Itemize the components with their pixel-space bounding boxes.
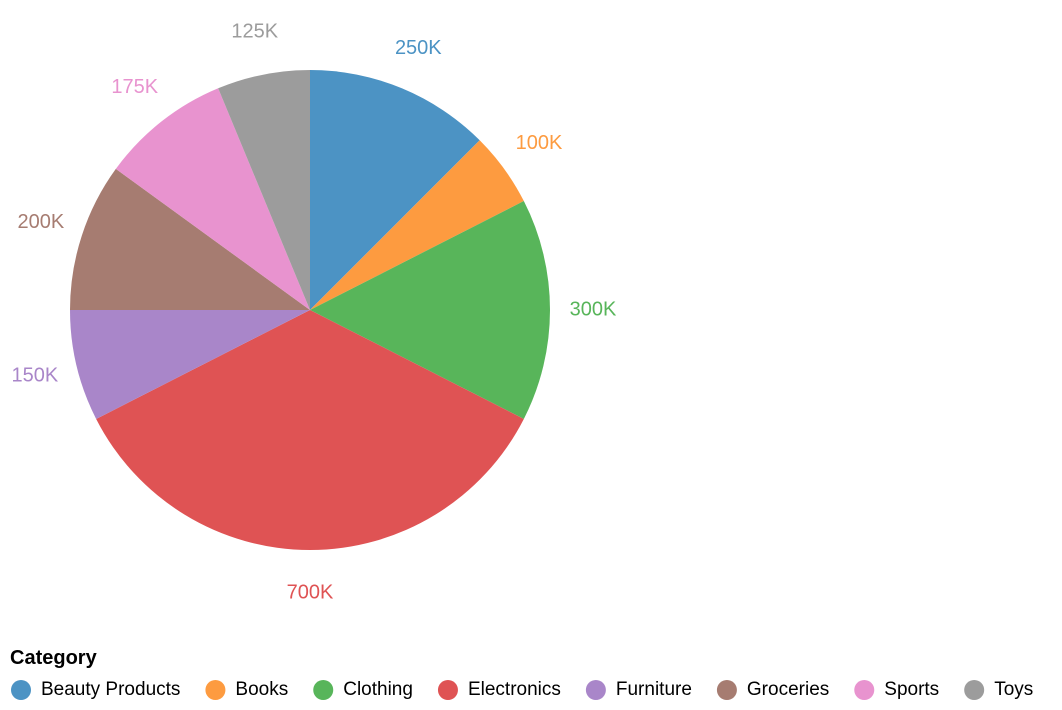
legend-item-clothing: Clothing: [313, 679, 413, 700]
legend-item-toys: Toys: [964, 679, 1033, 700]
legend-swatch-toys: [964, 680, 985, 700]
pie-slice-beauty-products: [310, 70, 480, 310]
pie-value-labels: 250K 100K 300K 700K 150K 200K 175K 125K: [11, 21, 617, 604]
legend-swatch-sports: [854, 680, 875, 700]
legend-label-sports: Sports: [884, 679, 939, 700]
legend-label-beauty-products: Beauty Products: [41, 679, 180, 700]
legend-items: Beauty Products Books Clothing Electronics F…: [11, 679, 1033, 700]
pie-slice-electronics: [96, 310, 524, 551]
pie-slice-toys: [218, 70, 310, 310]
legend-item-beauty-products: Beauty Products: [11, 679, 180, 700]
legend-item-electronics: Electronics: [437, 679, 561, 700]
pie-slice-groceries: [70, 168, 310, 310]
slice-label-groceries: 200K: [17, 211, 64, 233]
legend-label-groceries: Groceries: [747, 679, 829, 700]
slice-label-toys: 125K: [231, 21, 278, 43]
legend-swatch-groceries: [716, 680, 737, 700]
pie-slice-furniture: [70, 310, 310, 419]
legend: Category Beauty Products Books Clothing Ele…: [10, 647, 1033, 700]
legend-label-toys: Toys: [994, 679, 1033, 700]
legend-label-books: Books: [235, 679, 288, 700]
pie-slices: [70, 70, 550, 551]
legend-swatch-electronics: [437, 680, 458, 700]
pie-slice-books: [310, 140, 524, 310]
slice-label-beauty-products: 250K: [395, 37, 442, 59]
slice-label-electronics: 700K: [287, 581, 334, 603]
slice-label-clothing: 300K: [570, 298, 617, 320]
legend-swatch-books: [205, 680, 226, 700]
legend-item-furniture: Furniture: [585, 679, 692, 700]
legend-swatch-beauty-products: [11, 680, 31, 700]
slice-label-books: 100K: [516, 132, 563, 154]
legend-label-clothing: Clothing: [343, 679, 413, 700]
legend-title: Category: [10, 647, 98, 669]
slice-label-sports: 175K: [111, 76, 158, 98]
legend-label-electronics: Electronics: [468, 679, 561, 700]
legend-swatch-clothing: [313, 680, 334, 700]
legend-item-books: Books: [205, 679, 288, 700]
legend-item-sports: Sports: [854, 679, 939, 700]
pie-slice-clothing: [310, 201, 550, 419]
slice-label-furniture: 150K: [11, 364, 58, 386]
legend-swatch-furniture: [585, 680, 606, 700]
pie-slice-sports: [115, 88, 310, 310]
legend-label-furniture: Furniture: [616, 679, 692, 700]
legend-item-groceries: Groceries: [716, 679, 829, 700]
